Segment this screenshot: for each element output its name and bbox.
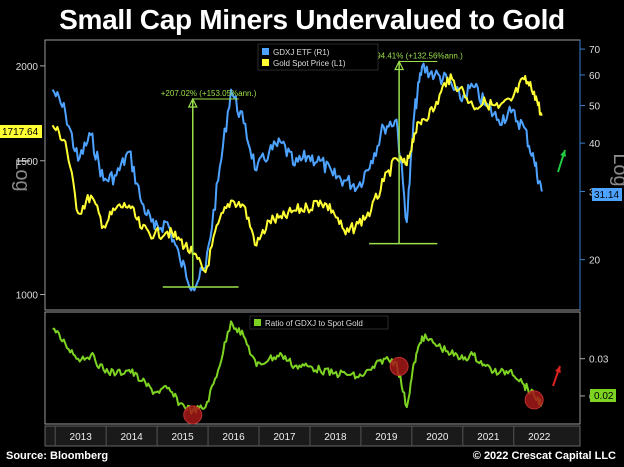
left-axis-tick-label: 1500 [16, 157, 39, 168]
main-panel-frame [44, 39, 581, 311]
right-axis-tick-label: 20 [589, 256, 601, 267]
gold-last-value-badge: 1717.64 [0, 125, 42, 138]
ratio-low-marker [183, 405, 203, 425]
x-axis-tick-label: 2017 [273, 432, 296, 443]
annotation-arrowhead [187, 97, 198, 108]
ratio-up-arrow-head [555, 366, 561, 373]
source-note: Source: Bloomberg [6, 450, 109, 462]
x-axis-tick-label: 2018 [324, 432, 347, 443]
x-axis-tick-label: 2019 [375, 432, 398, 443]
gdxj-last-value-badge: 31.14 [592, 188, 622, 201]
annotation-arrowhead [394, 60, 405, 71]
x-axis-tick-label: 2013 [70, 432, 93, 443]
chart-title: Small Cap Miners Undervalued to Gold [59, 4, 565, 35]
ratio-series-line [52, 320, 543, 415]
ratio-low-marker [389, 356, 409, 376]
legend-swatch-gold [262, 59, 269, 66]
right-axis-tick-label: 70 [589, 45, 601, 56]
ratio-panel-frame [44, 311, 581, 425]
x-axis-tick-label: 2020 [426, 432, 449, 443]
ratio-last-value-badge: 0.02 [590, 389, 616, 402]
x-axis-tick-label: 2015 [171, 432, 194, 443]
gold-series-line [51, 73, 543, 274]
main-legend: GDXJ ETF (R1) Gold Spot Price (L1) [257, 43, 379, 71]
ratio-legend: Ratio of GDXJ to Spot Gold [249, 315, 389, 330]
legend-swatch-gdxj [262, 48, 269, 55]
left-axis-tick-label: 1000 [16, 291, 39, 302]
annotation-label: +194.41% (+132.56%ann.) [367, 52, 463, 61]
right-axis-title: Log [609, 153, 624, 186]
legend-swatch-ratio [254, 319, 261, 326]
x-axis-tick-label: 2022 [528, 432, 551, 443]
copyright-note: © 2022 Crescat Capital LLC [472, 450, 616, 462]
ratio-low-marker [524, 390, 544, 410]
x-axis-strip [44, 425, 581, 447]
annotation-label: +207.02% (+153.05%ann.) [161, 89, 257, 98]
gold-up-arrow-head [560, 150, 566, 157]
right-axis-tick-label: 60 [589, 71, 601, 82]
x-axis-tick-label: 2021 [477, 432, 500, 443]
ratio-axis-tick-label: 0.03 [589, 355, 609, 366]
gdxj-series-line [51, 62, 543, 292]
legend-label-gold: Gold Spot Price (L1) [273, 59, 346, 68]
legend-label-gdxj: GDXJ ETF (R1) [273, 48, 330, 57]
gold-last-value: 1717.64 [2, 127, 39, 138]
x-axis-tick-label: 2016 [222, 432, 245, 443]
right-axis-tick-label: 50 [589, 102, 601, 113]
right-axis-tick-label: 40 [589, 139, 601, 150]
left-axis-title: Log [11, 158, 33, 191]
ratio-last-value: 0.02 [594, 391, 614, 402]
x-axis-tick-label: 2014 [120, 432, 143, 443]
legend-label-ratio: Ratio of GDXJ to Spot Gold [265, 319, 363, 328]
gdxj-last-value: 31.14 [594, 190, 619, 201]
left-axis-tick-label: 2000 [16, 62, 39, 73]
